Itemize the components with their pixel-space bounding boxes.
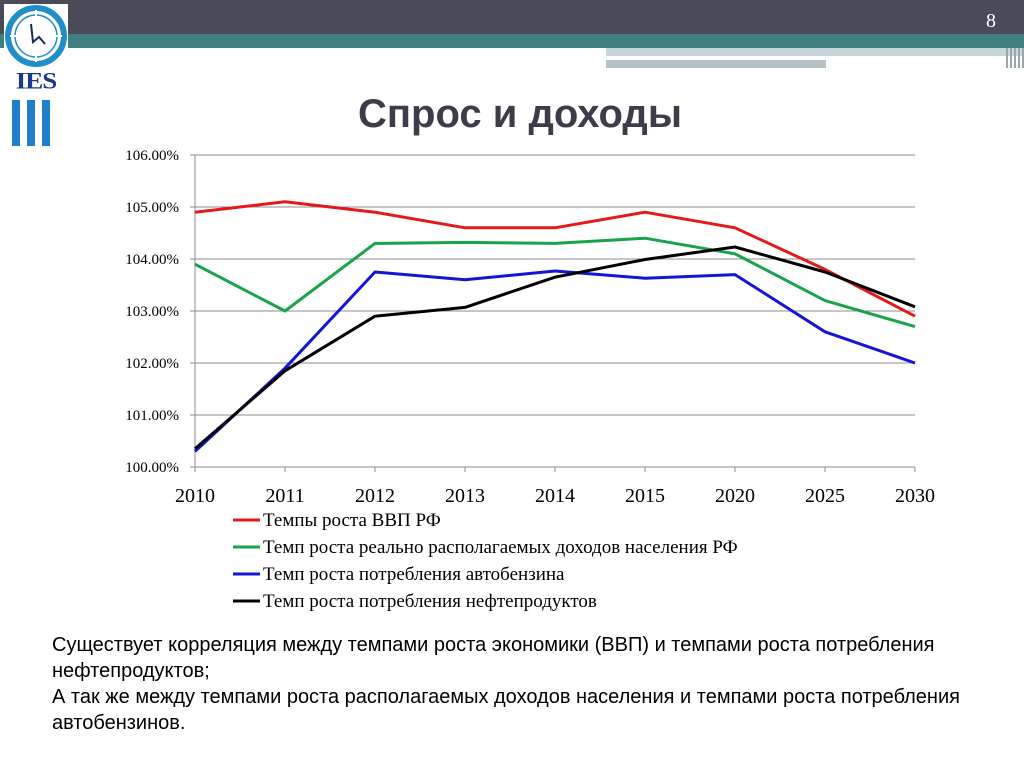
x-tick-label: 2030 [895,485,935,507]
y-tick-label: 105.00% [125,200,179,216]
x-tick-label: 2015 [625,485,665,507]
y-tick-label: 104.00% [125,252,179,268]
series-line-1 [194,200,916,318]
logo-text: IES [15,68,58,94]
caption-line-1: Существует корреляция между темпами рост… [52,634,935,682]
legend-label-2: Темп роста реально располагаемых доходов… [263,537,738,558]
legend-label-4: Темп роста потребления нефтепродуктов [263,591,597,612]
y-tick-label: 101.00% [125,408,179,424]
decor-stripe [606,48,1024,56]
ies-logo: IES [0,0,72,150]
y-tick-label: 100.00% [125,460,179,476]
legend-label-3: Темп роста потребления автобензина [263,564,565,585]
x-tick-label: 2025 [805,485,845,507]
logo-bars-icon [12,100,50,146]
legend-label-1: Темпы роста ВВП РФ [263,510,441,531]
x-tick-label: 2014 [535,485,575,507]
decor-stripe [1006,48,1024,68]
top-bar [0,0,1024,34]
x-tick-label: 2010 [175,485,215,507]
series-line-4 [194,245,916,450]
decor-stripe [606,60,826,68]
y-tick-label: 106.00% [125,148,179,164]
y-tick-label: 103.00% [125,304,179,320]
series-line-3 [193,269,916,453]
caption: Существует корреляция между темпами рост… [52,632,992,736]
x-tick-label: 2011 [265,485,304,507]
line-chart: 100.00% 101.00% 102.00% 103.00% 104.00% 105.0… [125,148,935,612]
caption-line-2: А так же между темпами роста располагаем… [52,686,960,734]
x-tick-label: 2012 [355,485,395,507]
slide-title: Спрос и доходы [358,92,682,136]
top-stripe [0,34,1024,48]
page-number: 8 [986,10,996,32]
x-tick-label: 2020 [715,485,755,507]
x-tick-label: 2013 [445,485,485,507]
y-tick-label: 102.00% [125,356,179,372]
clock-icon [4,4,68,68]
series-line-2 [194,236,916,329]
